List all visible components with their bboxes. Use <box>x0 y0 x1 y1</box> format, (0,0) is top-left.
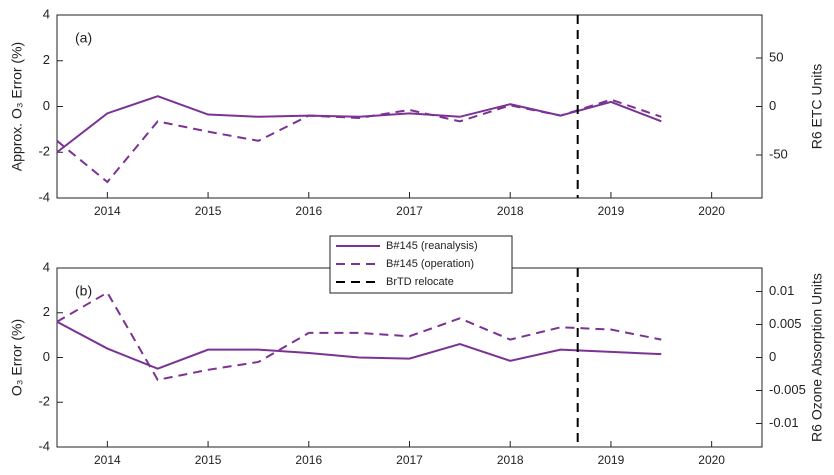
y2-tick-label: -0.01 <box>769 415 799 430</box>
y2-tick-label: -50 <box>769 146 788 161</box>
series-line <box>56 320 662 370</box>
x-tick-label: 2014 <box>94 204 121 218</box>
x-tick-label: 2015 <box>195 453 222 467</box>
y-axis-label: Approx. O₃ Error (%) <box>9 42 25 171</box>
y-tick-label: -4 <box>38 438 50 453</box>
x-tick-label: 2020 <box>698 453 725 467</box>
y-tick-label: -2 <box>38 144 50 159</box>
x-tick-label: 2018 <box>497 204 524 218</box>
y-tick-label: 4 <box>43 259 50 274</box>
x-tick-label: 2019 <box>598 453 625 467</box>
y2-axis-label: R6 Ozone Absorption Units <box>809 273 825 442</box>
y-tick-label: 2 <box>43 304 50 319</box>
y-tick-label: 4 <box>43 6 50 21</box>
legend-label: B#145 (operation) <box>386 258 474 270</box>
x-tick-label: 2018 <box>497 453 524 467</box>
x-tick-label: 2016 <box>295 453 322 467</box>
y-tick-label: 0 <box>43 98 50 113</box>
legend: B#145 (reanalysis) B#145 (operation) BrTD … <box>329 235 513 294</box>
legend-label: B#145 (reanalysis) <box>386 240 478 252</box>
series-line <box>56 95 662 154</box>
x-tick-label: 2015 <box>195 204 222 218</box>
y2-tick-label: 0 <box>769 349 776 364</box>
x-tick-label: 2017 <box>396 204 423 218</box>
panel-label: (a) <box>75 30 92 46</box>
y2-tick-label: 0.01 <box>769 283 794 298</box>
series-line <box>56 291 662 381</box>
legend-box <box>329 235 513 294</box>
y-axis-label: O₃ Error (%) <box>9 319 25 396</box>
y2-tick-label: 0.005 <box>769 316 802 331</box>
y-tick-label: 2 <box>43 52 50 67</box>
x-tick-label: 2017 <box>396 453 423 467</box>
y-tick-label: 0 <box>43 349 50 364</box>
legend-label: BrTD relocate <box>386 276 454 288</box>
x-tick-label: 2014 <box>94 453 121 467</box>
y2-axis-label: R6 ETC Units <box>809 64 825 150</box>
y-tick-label: -2 <box>38 394 50 409</box>
plot-frame <box>56 14 763 199</box>
x-tick-label: 2019 <box>598 204 625 218</box>
series-line <box>56 98 662 184</box>
y2-tick-label: 0 <box>769 98 776 113</box>
plot-frame <box>56 267 763 448</box>
y2-tick-label: -0.005 <box>769 382 806 397</box>
x-tick-label: 2020 <box>698 204 725 218</box>
y2-tick-label: 50 <box>769 49 783 64</box>
y-tick-label: -4 <box>38 189 50 204</box>
x-tick-label: 2016 <box>295 204 322 218</box>
panel-label: (b) <box>75 283 92 299</box>
